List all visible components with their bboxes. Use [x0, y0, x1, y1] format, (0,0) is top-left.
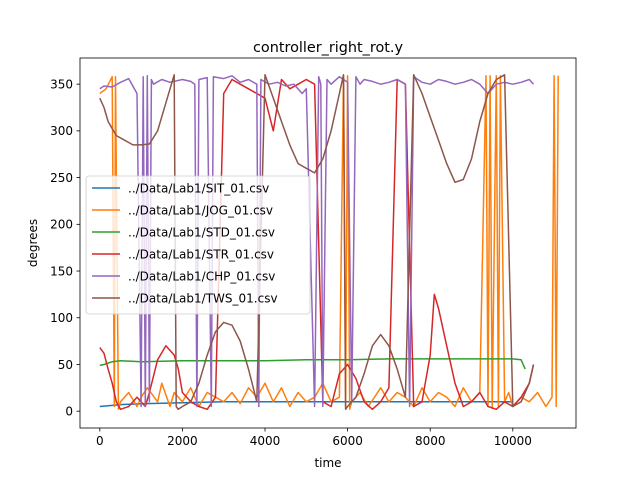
y-tick-label: 50	[58, 358, 73, 372]
legend-label-1: ../Data/Lab1/JOG_01.csv	[128, 203, 273, 217]
legend-label-4: ../Data/Lab1/CHP_01.csv	[128, 269, 275, 283]
y-tick-label: 350	[50, 77, 73, 91]
y-tick-label: 200	[50, 218, 73, 232]
legend-label-0: ../Data/Lab1/SIT_01.csv	[128, 181, 269, 195]
y-tick-label: 150	[50, 264, 73, 278]
y-axis: 0 50 100 150 200 250 300 350	[50, 77, 80, 418]
chart-title: controller_right_rot.y	[253, 40, 403, 56]
x-tick-label: 8000	[415, 434, 446, 448]
legend-label-5: ../Data/Lab1/TWS_01.csv	[128, 291, 278, 305]
x-tick-label: 2000	[167, 434, 198, 448]
legend-label-3: ../Data/Lab1/STR_01.csv	[128, 247, 274, 261]
y-tick-label: 100	[50, 311, 73, 325]
x-axis-label: time	[314, 456, 341, 470]
y-tick-label: 0	[65, 404, 73, 418]
x-tick-label: 0	[96, 434, 104, 448]
y-tick-label: 300	[50, 124, 73, 138]
x-axis: 0 2000 4000 6000 8000 10000	[96, 428, 532, 448]
legend-box	[85, 175, 311, 315]
legend: ../Data/Lab1/SIT_01.csv ../Data/Lab1/JOG_…	[85, 175, 311, 315]
x-tick-label: 10000	[494, 434, 532, 448]
x-tick-label: 6000	[332, 434, 363, 448]
series-line-4	[99, 75, 535, 408]
legend-label-2: ../Data/Lab1/STD_01.csv	[128, 225, 275, 239]
series-line-2	[99, 358, 526, 370]
series-layer	[99, 74, 559, 411]
y-axis-label: degrees	[26, 219, 40, 267]
plot-frame	[79, 57, 577, 429]
series-line-5	[99, 74, 535, 411]
y-tick-label: 250	[50, 171, 73, 185]
x-tick-label: 4000	[250, 434, 281, 448]
